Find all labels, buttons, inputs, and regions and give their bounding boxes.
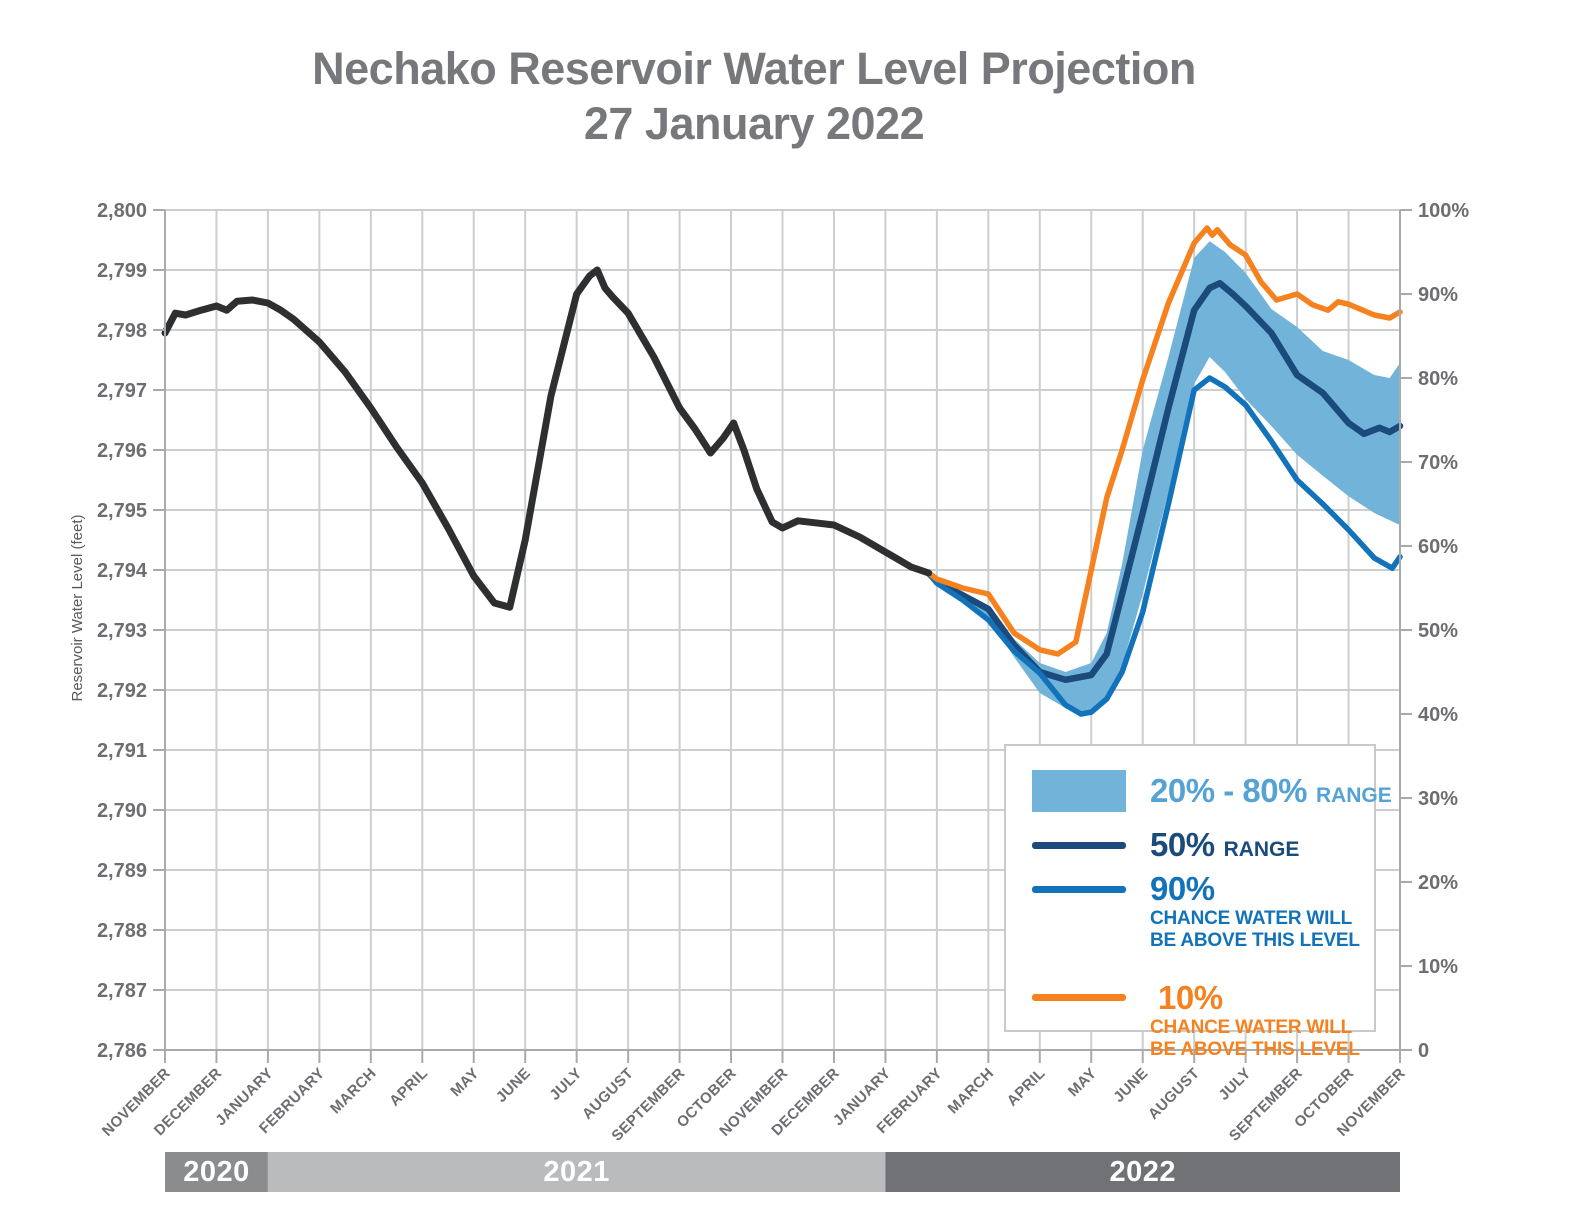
legend-item-10-chance: 10% CHANCE WATER WILL BE ABOVE THIS LEVE… (1032, 979, 1374, 1062)
y-left-tick-label: 2,793 (97, 620, 147, 642)
y-left-tick-label: 2,794 (97, 560, 148, 582)
y-left-tick-label: 2,796 (97, 440, 147, 462)
y-right-tick-label: 50% (1418, 620, 1458, 642)
year-band-label: 2020 (183, 1156, 250, 1188)
x-tick-label: AUGUST (1145, 1065, 1203, 1123)
legend-item-90-chance: 90% CHANCE WATER WILL BE ABOVE THIS LEVE… (1032, 870, 1374, 953)
range-band (928, 241, 1400, 713)
x-tick-label: MAY (447, 1065, 482, 1100)
legend-label-suffix: RANGE (1315, 784, 1392, 807)
series-p50_range (925, 279, 1404, 684)
y-right-tick-label: 90% (1418, 284, 1458, 306)
x-tick-label: MARCH (327, 1065, 380, 1118)
y-right-tick-label: 100% (1418, 200, 1469, 222)
y-right-tick-label: 30% (1418, 788, 1458, 810)
y-left-tick-label: 2,790 (97, 800, 147, 822)
legend-label: 10% (1158, 978, 1223, 1016)
year-band-2021 (267, 1152, 886, 1192)
y-axis-title: Reservoir Water Level (feet) (69, 514, 86, 701)
line-swatch-icon (1032, 994, 1126, 1002)
x-tick-label: JULY (546, 1065, 585, 1104)
legend-label: 50% (1150, 826, 1215, 863)
y-right-tick-label: 40% (1418, 704, 1458, 726)
y-right-tick-label: 10% (1418, 956, 1458, 978)
y-left-tick-label: 2,789 (97, 860, 147, 882)
line-swatch-icon (1032, 885, 1126, 893)
series-range_20_80_band (928, 241, 1400, 713)
y-right-tick-label: 80% (1418, 368, 1458, 390)
year-bands: 2020 2021 2022 (165, 1152, 1400, 1192)
legend-sub-line: BE ABOVE THIS LEVEL (1150, 930, 1360, 952)
x-tick-label: APRIL (1004, 1065, 1049, 1110)
x-tick-label: JUNE (493, 1065, 534, 1106)
legend-item-50-range: 50% RANGE (1032, 826, 1374, 864)
legend-box: 20% - 80% RANGE 50% RANGE 90% CHANCE WATER (1004, 744, 1392, 1060)
y-left-tick-label: 2,799 (97, 260, 147, 282)
chart-title: Nechako Reservoir Water Level Projection (312, 43, 1196, 94)
y-left-tick-label: 2,791 (97, 740, 147, 762)
year-band-label: 2021 (543, 1156, 610, 1188)
x-tick-label: MAY (1065, 1065, 1100, 1100)
chart-title-block: Nechako Reservoir Water Level Projection… (0, 42, 1508, 152)
legend-label-suffix: RANGE (1223, 838, 1300, 861)
legend-label: 90% (1150, 870, 1215, 907)
y-left-tick-label: 2,798 (97, 320, 147, 342)
x-tick-label: JUNE (1110, 1065, 1151, 1106)
chart-subtitle: 27 January 2022 (583, 97, 925, 149)
year-band-label: 2022 (1109, 1156, 1176, 1188)
legend-sub-line: BE ABOVE THIS LEVEL (1150, 1039, 1360, 1061)
x-tick-label: APRIL (386, 1065, 431, 1110)
y-left-tick-label: 2,787 (97, 980, 147, 1002)
y-left-tick-label: 2,795 (97, 500, 147, 522)
year-band-2022 (885, 1152, 1400, 1192)
y-right-tick-label: 0 (1418, 1040, 1429, 1062)
year-band-2020 (165, 1152, 268, 1192)
y-right-tick-label: 60% (1418, 536, 1458, 558)
y-right-tick-label: 70% (1418, 452, 1458, 474)
band-swatch-icon (1032, 770, 1126, 812)
axes (153, 209, 1412, 1063)
line-swatch-icon (1032, 841, 1126, 849)
series-p90_chance_above (925, 375, 1403, 717)
series-p10_chance_above (925, 225, 1403, 657)
y-left-tick-label: 2,800 (97, 200, 147, 222)
y-left-tick-label: 2,797 (97, 380, 147, 402)
legend-label: 20% - 80% (1150, 772, 1307, 809)
y-left-tick-label: 2,786 (97, 1040, 147, 1062)
legend-sub-line: CHANCE WATER WILL (1150, 908, 1353, 929)
x-tick-label: JULY (1215, 1065, 1254, 1104)
series-lines (161, 225, 1404, 717)
legend-sub-line: CHANCE WATER WILL (1150, 1016, 1353, 1038)
y-right-tick-label: 20% (1418, 872, 1458, 894)
legend-item-range-20-80: 20% - 80% RANGE (1032, 770, 1392, 812)
series-observed_water_level (161, 266, 933, 611)
y-left-tick-label: 2,792 (97, 680, 147, 702)
x-tick-label: MARCH (945, 1065, 998, 1118)
y-left-tick-label: 2,788 (97, 920, 147, 942)
